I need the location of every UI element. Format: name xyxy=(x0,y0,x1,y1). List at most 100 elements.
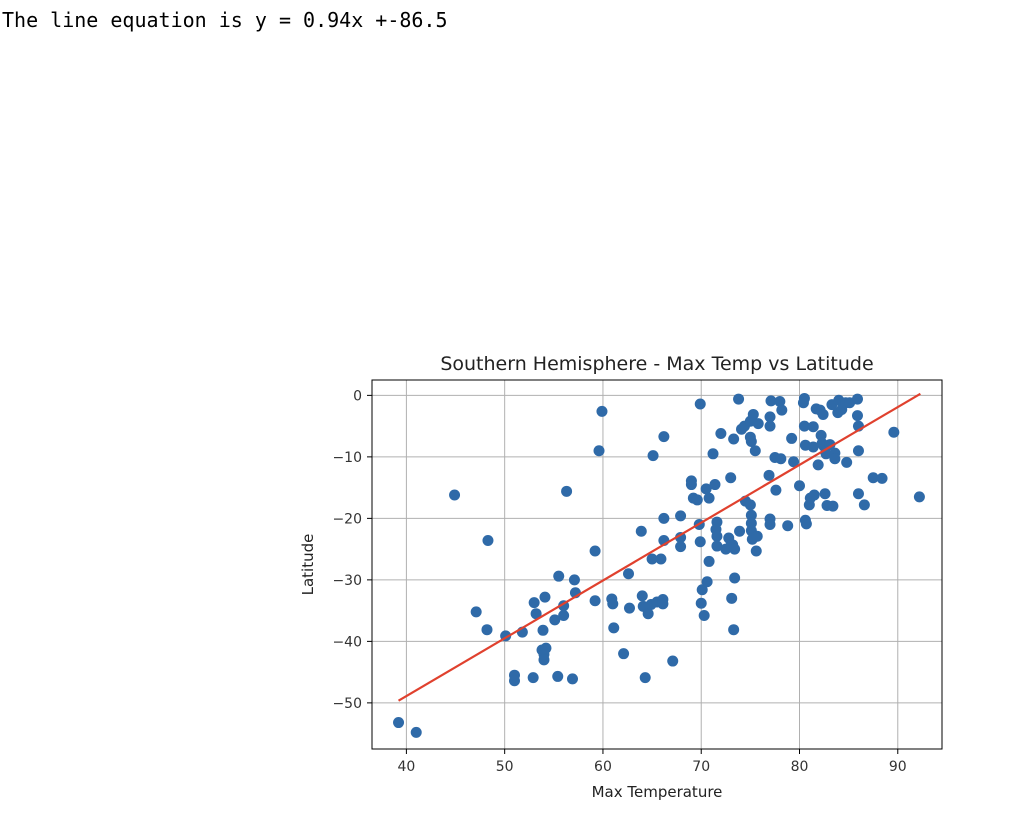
data-point xyxy=(393,717,405,729)
data-point xyxy=(782,520,794,532)
data-point xyxy=(509,675,520,687)
x-tick-label: 50 xyxy=(496,759,514,775)
data-point xyxy=(770,484,782,496)
x-tick-label: 80 xyxy=(791,759,809,775)
data-point xyxy=(549,614,561,626)
data-point xyxy=(635,525,647,537)
data-point xyxy=(608,622,620,634)
y-axis-label: Latitude xyxy=(299,534,317,596)
data-point xyxy=(744,499,756,511)
data-point xyxy=(530,608,542,620)
data-point xyxy=(691,494,703,506)
data-point xyxy=(858,499,870,511)
data-point xyxy=(694,536,706,548)
data-point xyxy=(675,531,687,543)
plot-frame xyxy=(371,379,943,750)
data-point xyxy=(701,576,713,588)
data-point xyxy=(798,392,810,404)
data-points xyxy=(393,392,925,738)
data-point xyxy=(552,670,564,682)
data-point xyxy=(728,624,740,636)
data-point xyxy=(852,488,864,500)
data-point xyxy=(876,472,888,484)
data-point xyxy=(794,480,805,492)
data-point xyxy=(774,396,786,408)
data-point xyxy=(765,395,777,407)
data-point xyxy=(764,420,776,432)
x-tick-label: 60 xyxy=(594,759,612,775)
data-point xyxy=(841,456,853,468)
data-point xyxy=(646,553,658,565)
data-point xyxy=(775,453,787,465)
data-point xyxy=(729,543,741,555)
data-point xyxy=(568,574,580,586)
data-point xyxy=(812,459,824,471)
data-point xyxy=(527,672,539,684)
data-point xyxy=(696,584,708,596)
data-point xyxy=(815,429,827,441)
data-point xyxy=(733,393,745,405)
data-point xyxy=(728,433,740,445)
data-point xyxy=(711,540,723,552)
data-point xyxy=(698,610,710,622)
data-point xyxy=(647,450,659,462)
data-point xyxy=(745,509,757,521)
regression-line xyxy=(397,392,921,702)
data-point xyxy=(788,456,800,468)
data-point xyxy=(715,428,727,440)
data-point xyxy=(695,597,707,609)
data-point xyxy=(658,512,670,524)
data-point xyxy=(734,525,746,537)
data-point xyxy=(807,441,819,453)
y-tick-label: −30 xyxy=(332,573,362,589)
data-point xyxy=(827,500,839,512)
data-point xyxy=(657,598,669,610)
data-point xyxy=(798,420,810,432)
data-point xyxy=(776,404,788,416)
data-point xyxy=(566,673,578,685)
data-point xyxy=(540,642,552,654)
axis-ticks: 40 50 60 70 80 90 0 −10 −20 −30 −40 −50 xyxy=(332,388,906,775)
data-point xyxy=(470,606,482,618)
data-point xyxy=(808,489,820,501)
data-point xyxy=(685,479,697,491)
data-point xyxy=(667,655,679,667)
data-point xyxy=(694,398,706,410)
equation-output: The line equation is y = 0.94x +-86.5 xyxy=(2,8,448,32)
data-point xyxy=(819,488,831,500)
grid xyxy=(372,380,942,749)
data-point xyxy=(800,518,812,530)
data-point xyxy=(764,519,776,531)
data-point xyxy=(852,445,864,457)
data-point xyxy=(537,624,549,636)
data-point xyxy=(658,431,670,443)
x-axis-label: Max Temperature xyxy=(592,783,723,801)
data-point xyxy=(636,590,648,602)
data-point xyxy=(618,648,630,660)
y-tick-label: −10 xyxy=(332,450,362,466)
data-point xyxy=(750,545,762,557)
data-point xyxy=(528,597,540,609)
data-point xyxy=(749,445,761,457)
data-point xyxy=(703,555,715,567)
data-point xyxy=(538,654,550,666)
data-point xyxy=(888,426,900,438)
y-tick-label: −20 xyxy=(332,511,362,527)
data-point xyxy=(655,553,667,565)
x-tick-label: 90 xyxy=(889,759,907,775)
chart-title: Southern Hemisphere - Max Temp vs Latitu… xyxy=(440,353,873,375)
data-point xyxy=(711,530,723,542)
data-point xyxy=(642,608,654,620)
x-tick-label: 40 xyxy=(397,759,415,775)
data-point xyxy=(764,411,776,423)
data-point xyxy=(726,592,738,604)
y-tick-label: 0 xyxy=(353,388,362,404)
data-point xyxy=(745,436,757,447)
data-point xyxy=(751,530,763,542)
data-point xyxy=(700,483,712,495)
data-point xyxy=(589,545,601,557)
data-point xyxy=(752,418,764,430)
data-point xyxy=(481,624,493,636)
data-point xyxy=(623,602,635,614)
